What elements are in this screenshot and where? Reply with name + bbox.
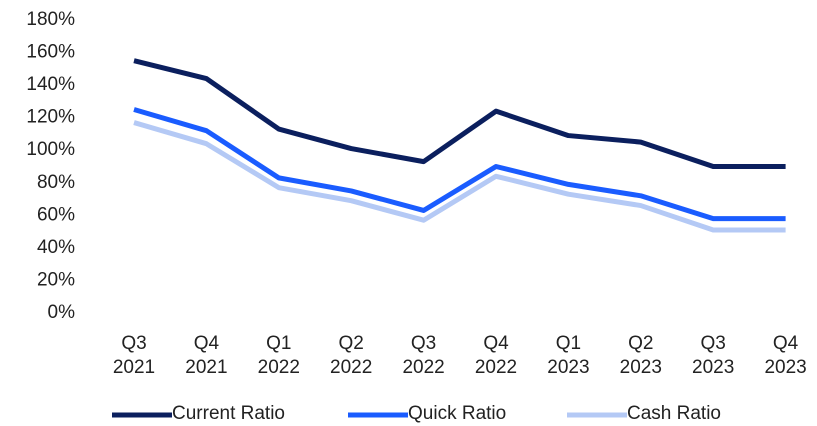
x-tick-label: Q4 2021	[185, 333, 228, 378]
x-tick-label: Q2 2023	[619, 333, 662, 378]
x-tick-label: Q4 2022	[474, 333, 518, 378]
y-tick-label: 140%	[26, 74, 75, 95]
y-tick-label: 20%	[37, 269, 75, 290]
series-line	[133, 107, 786, 222]
y-tick-label: 80%	[37, 172, 75, 193]
x-tick-label: Q3 2023	[692, 333, 735, 378]
y-tick-label: 180%	[26, 9, 75, 30]
series-line	[133, 120, 786, 233]
x-tick-label: Q4 2023	[764, 333, 807, 378]
y-tick-label: 60%	[37, 204, 75, 225]
y-tick-label: 0%	[48, 302, 76, 323]
legend-label: Quick Ratio	[408, 403, 507, 424]
x-tick-label: Q2 2022	[330, 333, 373, 378]
series-line	[133, 58, 786, 169]
legend-label: Current Ratio	[172, 403, 285, 424]
y-tick-label: 120%	[26, 107, 75, 128]
x-tick-label: Q1 2022	[257, 333, 300, 378]
x-tick-label: Q1 2023	[547, 333, 590, 378]
x-tick-label: Q3 2021	[112, 333, 156, 378]
y-tick-label: 40%	[37, 237, 75, 258]
y-tick-label: 100%	[26, 139, 75, 160]
x-tick-label: Q3 2022	[402, 333, 445, 378]
legend-label: Cash Ratio	[627, 403, 721, 424]
y-tick-label: 160%	[26, 42, 75, 63]
